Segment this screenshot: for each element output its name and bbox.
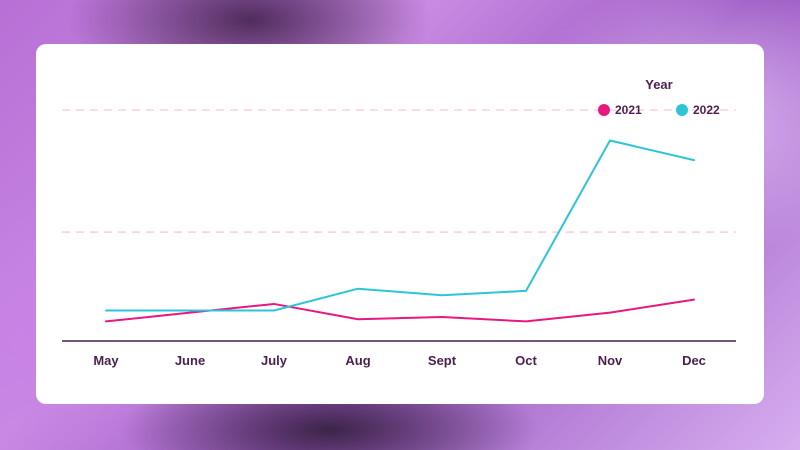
legend-label-2022: 2022 (693, 103, 720, 117)
x-tick-oct: Oct (515, 353, 537, 368)
legend-marker-2021 (598, 104, 610, 116)
x-tick-july: July (261, 353, 288, 368)
legend-item-2021: 2021 (598, 103, 642, 117)
chart-card: May June July Aug Sept Oct Nov Dec Year 2021 202… (36, 44, 764, 404)
legend-marker-2022 (676, 104, 688, 116)
series-lines (105, 139, 695, 323)
x-tick-june: June (175, 353, 205, 368)
legend-title: Year (645, 77, 672, 92)
gridlines (62, 109, 736, 233)
line-chart: May June July Aug Sept Oct Nov Dec Year 2021 202… (62, 77, 736, 368)
x-tick-aug: Aug (345, 353, 370, 368)
x-tick-labels: May June July Aug Sept Oct Nov Dec (93, 353, 706, 368)
legend-items: 2021 2022 (598, 103, 720, 117)
legend: Year 2021 2022 (598, 77, 720, 117)
x-tick-dec: Dec (682, 353, 706, 368)
x-tick-nov: Nov (598, 353, 623, 368)
legend-label-2021: 2021 (615, 103, 642, 117)
legend-item-2022: 2022 (676, 103, 720, 117)
x-tick-sept: Sept (428, 353, 457, 368)
x-tick-may: May (93, 353, 119, 368)
series-line-2022 (105, 139, 695, 312)
